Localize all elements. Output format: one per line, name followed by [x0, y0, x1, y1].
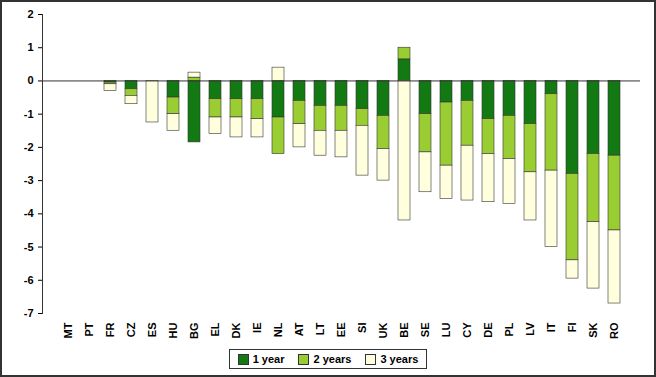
svg-text:SK: SK	[587, 322, 599, 337]
svg-text:RO: RO	[608, 322, 620, 339]
svg-text:0: 0	[27, 74, 33, 86]
svg-text:BE: BE	[398, 323, 410, 338]
svg-text:LT: LT	[314, 322, 326, 335]
svg-text:1: 1	[27, 41, 33, 53]
svg-text:EL: EL	[209, 322, 221, 336]
svg-text:-1: -1	[24, 108, 34, 120]
svg-text:SI: SI	[356, 323, 368, 333]
svg-text:LU: LU	[440, 322, 452, 337]
svg-text:FR: FR	[104, 322, 116, 337]
svg-text:UK: UK	[377, 322, 389, 338]
html-text:1 year: 1 year	[252, 353, 285, 365]
svg-text:PT: PT	[83, 322, 95, 336]
svg-text:PL: PL	[503, 322, 515, 336]
svg-text:CY: CY	[461, 322, 473, 338]
svg-text:IE: IE	[251, 323, 263, 333]
svg-text:LV: LV	[524, 322, 536, 336]
svg-text:HU: HU	[167, 322, 179, 338]
svg-text:IT: IT	[545, 322, 557, 332]
html-text:2 years: 2 years	[313, 353, 352, 365]
svg-text:-4: -4	[24, 207, 35, 219]
html-text:3 years: 3 years	[380, 353, 419, 365]
svg-text:-2: -2	[24, 141, 34, 153]
svg-text:SE: SE	[419, 323, 431, 338]
svg-text:NL: NL	[272, 322, 284, 337]
svg-text:AT: AT	[293, 322, 305, 336]
svg-text:DE: DE	[482, 323, 494, 338]
svg-text:EE: EE	[335, 323, 347, 338]
svg-text:-5: -5	[24, 241, 34, 253]
svg-text:2: 2	[27, 8, 33, 20]
svg-text:FI: FI	[566, 323, 578, 333]
svg-text:-3: -3	[24, 174, 34, 186]
svg-text:ES: ES	[146, 323, 158, 338]
svg-text:MT: MT	[62, 322, 74, 338]
svg-text:-7: -7	[24, 307, 34, 319]
svg-text:CZ: CZ	[125, 322, 137, 337]
svg-text:BG: BG	[188, 323, 200, 340]
svg-text:-6: -6	[24, 274, 34, 286]
svg-text:DK: DK	[230, 322, 242, 338]
